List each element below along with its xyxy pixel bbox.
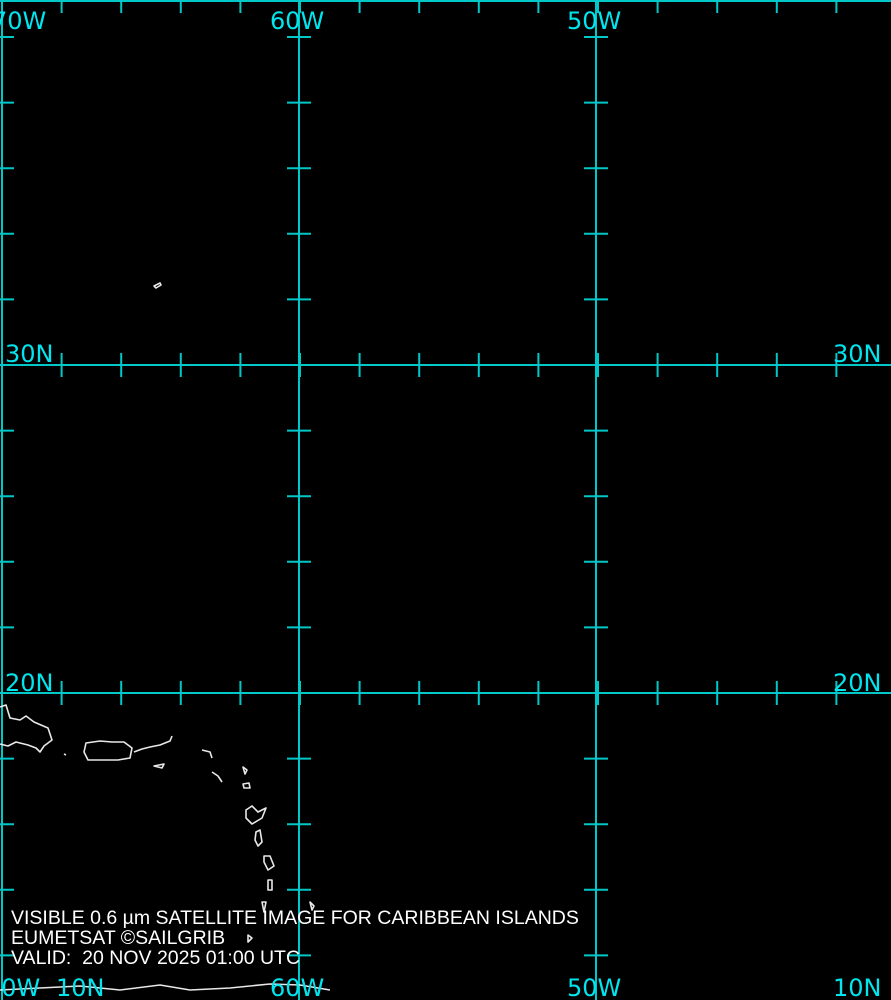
coastline-barbados [309, 901, 315, 911]
lat-label-right-30n: 30N [833, 340, 882, 368]
coastline-leeward-2 [211, 771, 223, 783]
coastline-south-america [0, 983, 331, 991]
coastline-puerto-rico [83, 740, 133, 761]
image-caption: VISIBLE 0.6 µm SATELLITE IMAGE FOR CARIB… [11, 908, 579, 968]
coastline-virgin-islands [133, 735, 173, 753]
coastline-montserrat [242, 782, 251, 789]
coastline-mona [63, 753, 67, 756]
lat-label-left-30n: 30N [5, 340, 54, 368]
lon-label-bottom-60w: 60W [270, 974, 324, 1000]
lon-label-top-70w: 70W [0, 7, 46, 35]
coastline-st-croix [153, 763, 165, 769]
coastline-grenada [247, 934, 253, 943]
coastline-dominica [254, 829, 263, 847]
coastline-guadeloupe [245, 805, 267, 825]
lon-label-bottom-70w: 70W [0, 974, 40, 1000]
caption-title: VISIBLE 0.6 µm SATELLITE IMAGE FOR CARIB… [11, 907, 579, 929]
lat-label-right-20n: 20N [833, 669, 882, 697]
lat-label-left-20n: 20N [5, 669, 54, 697]
lat-label-left-10n: 10N [56, 974, 105, 1000]
coastline-leeward-1 [201, 749, 213, 759]
caption-source: EUMETSAT ©SAILGRIB [11, 927, 226, 949]
coastline-antigua [242, 766, 248, 775]
coastline-st-lucia [267, 879, 273, 891]
coastline-bermuda [153, 282, 162, 289]
lon-label-bottom-50w: 50W [567, 974, 621, 1000]
coastline-hispaniola [0, 704, 53, 753]
coastline-martinique [263, 855, 275, 871]
lon-label-top-50w: 50W [567, 7, 621, 35]
coastline-st-vincent [261, 901, 267, 913]
lon-label-top-60w: 60W [270, 7, 324, 35]
coastlines [0, 282, 331, 991]
lat-label-right-10n: 10N [833, 974, 882, 1000]
grid-labels: 70W 60W 50W 70W 60W 50W 30N 20N 10N 30N … [0, 7, 882, 1000]
caption-valid-time: VALID: 20 NOV 2025 01:00 UTC [11, 947, 301, 969]
